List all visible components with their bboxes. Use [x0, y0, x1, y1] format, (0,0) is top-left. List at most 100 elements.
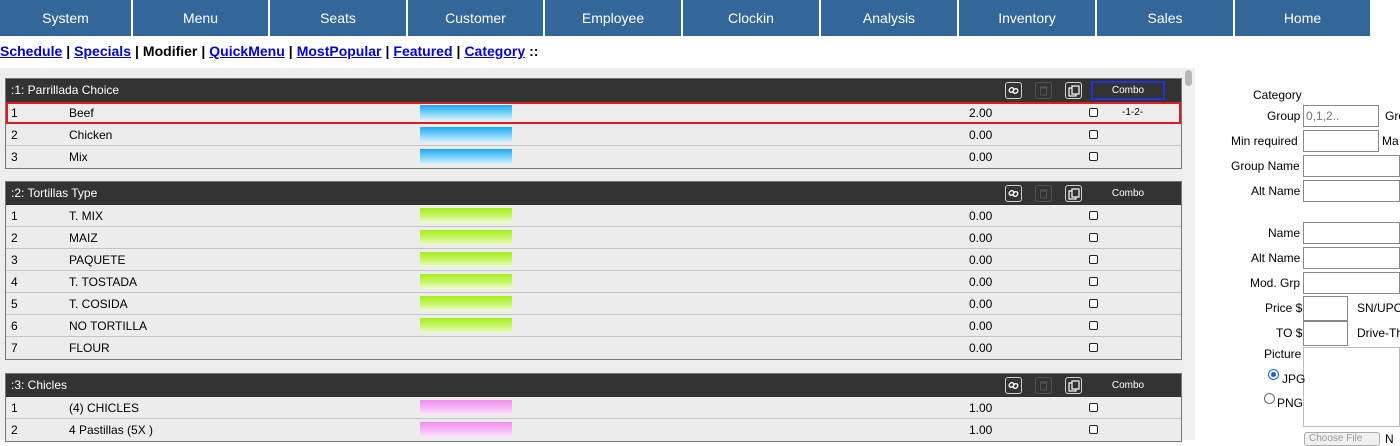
row-number: 2: [11, 128, 18, 142]
modifier-name: 4 Pastillas (5X ): [69, 423, 154, 437]
name-label: Name: [1268, 226, 1301, 240]
color-swatch: [420, 105, 512, 120]
link-icon[interactable]: [1005, 82, 1022, 99]
row-checkbox[interactable]: [1089, 130, 1098, 139]
alt-name-label: Alt Name: [1251, 184, 1301, 198]
color-swatch: [420, 252, 512, 267]
group-title: :3: Chicles: [11, 378, 68, 392]
row-checkbox[interactable]: [1089, 152, 1098, 161]
color-swatch: [420, 296, 512, 311]
modifier-row[interactable]: 1 (4) CHICLES 1.00: [6, 397, 1181, 419]
separator: |: [201, 43, 206, 59]
jpg-radio[interactable]: [1268, 369, 1279, 380]
trash-icon[interactable]: [1035, 82, 1052, 99]
modifier-name: MAIZ: [69, 231, 98, 245]
modifier-price: 0.00: [969, 341, 993, 355]
modifier-row[interactable]: 2 MAIZ 0.00: [6, 227, 1181, 249]
color-swatch: [420, 274, 512, 289]
row-checkbox[interactable]: [1089, 277, 1098, 286]
tab-menu[interactable]: Menu: [133, 0, 270, 36]
tab-seats[interactable]: Seats: [270, 0, 408, 36]
modifier-row[interactable]: 7 FLOUR 0.00: [6, 337, 1181, 359]
color-swatch: [420, 400, 512, 415]
row-checkbox[interactable]: [1089, 211, 1098, 220]
link-quickmenu[interactable]: QuickMenu: [209, 43, 285, 59]
choose-file-button[interactable]: Choose File: [1304, 432, 1380, 446]
row-number: 6: [11, 319, 18, 333]
group-input[interactable]: [1303, 105, 1379, 127]
row-checkbox[interactable]: [1089, 403, 1098, 412]
min-required-input[interactable]: [1303, 130, 1379, 152]
modifier-name: PAQUETE: [69, 253, 126, 267]
copy-icon[interactable]: [1065, 377, 1082, 394]
link-specials[interactable]: Specials: [74, 43, 131, 59]
modifier-group: :3: Chicles Combo 1 (4) CHICLES 1.00 2 4…: [5, 373, 1182, 442]
row-checkbox[interactable]: [1089, 343, 1098, 352]
tab-customer[interactable]: Customer: [408, 0, 545, 36]
modifier-price: 0.00: [969, 231, 993, 245]
mod-grp-input[interactable]: [1303, 272, 1400, 294]
mod-grp-label: Mod. Grp: [1250, 276, 1301, 290]
copy-icon[interactable]: [1065, 185, 1082, 202]
png-radio[interactable]: [1264, 393, 1275, 404]
vertical-scrollbar[interactable]: [1183, 68, 1195, 440]
modifier-row[interactable]: 6 NO TORTILLA 0.00: [6, 315, 1181, 337]
color-swatch: [420, 230, 512, 245]
link-icon[interactable]: [1005, 377, 1022, 394]
modifier-row[interactable]: 2 4 Pastillas (5X ) 1.00: [6, 419, 1181, 441]
modifier-row[interactable]: 4 T. TOSTADA 0.00: [6, 271, 1181, 293]
modifier-price: 0.00: [969, 297, 993, 311]
modifier-name-input[interactable]: [1303, 222, 1400, 244]
row-checkbox[interactable]: [1089, 255, 1098, 264]
row-number: 1: [11, 401, 18, 415]
modifier-row[interactable]: 2 Chicken 0.00: [6, 124, 1181, 146]
to-price-input[interactable]: [1303, 321, 1348, 346]
tab-analysis[interactable]: Analysis: [821, 0, 959, 36]
group-name-input[interactable]: [1303, 155, 1400, 177]
combo-button[interactable]: Combo: [1111, 188, 1145, 199]
subnav-end-marker: ::: [529, 43, 539, 59]
trash-icon[interactable]: [1035, 185, 1052, 202]
tab-system[interactable]: System: [0, 0, 133, 36]
tab-home[interactable]: Home: [1235, 0, 1370, 36]
modifier-name: Beef: [69, 106, 94, 120]
link-category[interactable]: Category: [464, 43, 526, 59]
row-checkbox[interactable]: [1089, 299, 1098, 308]
combo-button[interactable]: Combo: [1111, 380, 1145, 391]
trash-icon[interactable]: [1035, 377, 1052, 394]
row-checkbox[interactable]: [1089, 321, 1098, 330]
modifier-row[interactable]: 3 Mix 0.00: [6, 146, 1181, 168]
category-label: Category: [1253, 88, 1302, 102]
color-swatch: [420, 208, 512, 223]
modifier-name: FLOUR: [69, 341, 110, 355]
modifier-row[interactable]: 1 Beef 2.00 -1-2-: [6, 102, 1181, 124]
row-checkbox[interactable]: [1089, 108, 1098, 117]
tab-clockin[interactable]: Clockin: [683, 0, 821, 36]
tab-employee[interactable]: Employee: [545, 0, 683, 36]
modifier-price: 0.00: [969, 275, 993, 289]
link-featured[interactable]: Featured: [393, 43, 453, 59]
scrollbar-thumb[interactable]: [1185, 70, 1192, 86]
modifier-alt-name-input[interactable]: [1303, 247, 1400, 269]
group-alt-name-input[interactable]: [1303, 180, 1400, 202]
row-checkbox[interactable]: [1089, 425, 1098, 434]
link-icon[interactable]: [1005, 185, 1022, 202]
modifier-row[interactable]: 5 T. COSIDA 0.00: [6, 293, 1181, 315]
modifier-name: T. COSIDA: [69, 297, 128, 311]
row-checkbox[interactable]: [1089, 233, 1098, 242]
row-number: 2: [11, 231, 18, 245]
modifier-name: Chicken: [69, 128, 113, 142]
row-number: 1: [11, 209, 18, 223]
modifier-price: 0.00: [969, 253, 993, 267]
link-mostpopular[interactable]: MostPopular: [296, 43, 382, 59]
combo-button[interactable]: Combo: [1091, 81, 1165, 100]
modifier-row[interactable]: 1 T. MIX 0.00: [6, 205, 1181, 227]
row-number: 7: [11, 341, 18, 355]
tab-sales[interactable]: Sales: [1097, 0, 1235, 36]
modifier-row[interactable]: 3 PAQUETE 0.00: [6, 249, 1181, 271]
copy-icon[interactable]: [1065, 82, 1082, 99]
price-input[interactable]: [1303, 296, 1348, 321]
link-schedule[interactable]: Schedule: [0, 43, 63, 59]
tab-inventory[interactable]: Inventory: [959, 0, 1097, 36]
modifier-group: :1: Parrillada Choice Combo 1 Beef 2.00 …: [5, 78, 1182, 169]
